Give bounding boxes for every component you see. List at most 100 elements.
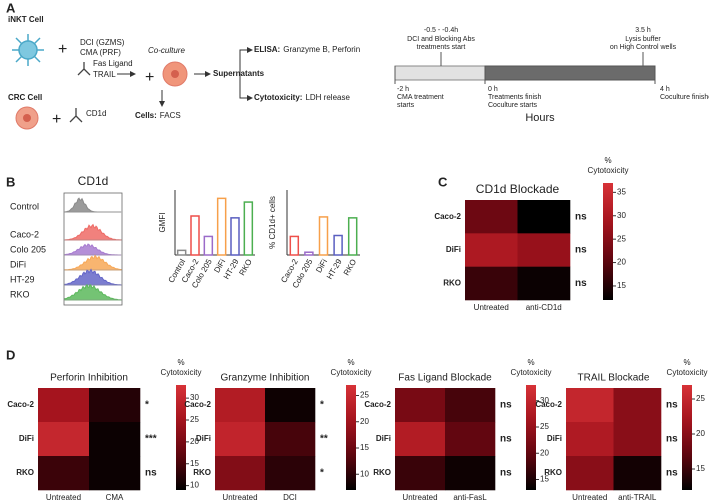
significance: ns bbox=[666, 400, 678, 411]
column-label: Untreated bbox=[46, 493, 81, 502]
heatmap-cell bbox=[38, 388, 90, 423]
row-label: RKO bbox=[373, 468, 391, 477]
heatmap-cell bbox=[465, 200, 518, 234]
label: Granzyme B, Perforin bbox=[283, 45, 360, 54]
colorbar-tick-label: 20 bbox=[190, 437, 199, 446]
heatmap-cell bbox=[89, 422, 141, 457]
heatmap-cell bbox=[517, 200, 571, 234]
significance: ns bbox=[575, 278, 587, 289]
colorbar-tick-label: 20 bbox=[540, 448, 549, 457]
heatmap-title: Fas Ligand Blockade bbox=[398, 373, 492, 384]
coculture-cell-icon bbox=[162, 61, 188, 87]
row-label: RKO bbox=[443, 278, 461, 287]
colorbar-tick-label: 20 bbox=[360, 417, 369, 426]
significance: * bbox=[320, 400, 324, 411]
label: LDH release bbox=[305, 93, 350, 102]
colorbar-tick-label: 30 bbox=[190, 393, 199, 402]
colorbar-tick-label: 25 bbox=[617, 234, 626, 243]
heatmap-title: TRAIL Blockade bbox=[578, 373, 650, 384]
event-text: DCI and Blocking Abs bbox=[407, 36, 475, 43]
antibody-icon bbox=[77, 62, 91, 76]
bar bbox=[203, 235, 214, 256]
histogram-frame bbox=[63, 192, 123, 306]
event-text: Lysis buffer bbox=[625, 36, 661, 43]
heatmap-cell bbox=[613, 456, 662, 491]
significance: * bbox=[145, 400, 149, 411]
panel-label: D bbox=[6, 347, 15, 362]
crc-cell-icon bbox=[15, 106, 39, 130]
x-tick-label: RKO bbox=[342, 258, 358, 278]
row-label: DiFi bbox=[446, 245, 461, 254]
flow-histogram bbox=[64, 283, 122, 301]
colorbar-tick-label: 25 bbox=[696, 394, 705, 403]
heatmap-cell bbox=[566, 456, 614, 491]
event-time: -0.5 - -0.4h bbox=[424, 27, 458, 34]
colorbar-tick-label: 25 bbox=[540, 422, 549, 431]
label: DCI (GZMS) bbox=[80, 38, 125, 47]
heatmap-title: Perforin Inhibition bbox=[50, 373, 128, 384]
row-label: Caco-2 bbox=[535, 400, 562, 409]
flow-histogram bbox=[64, 268, 122, 286]
heatmap-title: Granzyme Inhibition bbox=[221, 373, 310, 384]
column-label: DCI bbox=[283, 493, 297, 502]
column-label: CMA bbox=[106, 493, 124, 502]
sample-label: HT-29 bbox=[10, 274, 35, 284]
significance: * bbox=[320, 468, 324, 479]
bar bbox=[243, 201, 254, 256]
colorbar-title: Cytotoxicity bbox=[667, 368, 708, 377]
bar bbox=[230, 217, 240, 256]
row-label: RKO bbox=[16, 468, 34, 477]
event-text: Treatments finish bbox=[488, 94, 542, 101]
label: CRC Cell bbox=[8, 93, 42, 102]
colorbar-title: % bbox=[604, 156, 611, 165]
row-label: Caco-2 bbox=[184, 400, 211, 409]
row-label: DiFi bbox=[376, 434, 391, 443]
event-text: Coculture finishes bbox=[660, 94, 709, 101]
column-label: anti-FasL bbox=[453, 493, 487, 502]
row-label: RKO bbox=[544, 468, 562, 477]
colorbar bbox=[603, 183, 613, 300]
label: ELISA: bbox=[254, 45, 280, 54]
significance: ** bbox=[320, 434, 328, 445]
colorbar-tick-label: 10 bbox=[190, 481, 199, 490]
timeline-coculture bbox=[484, 65, 656, 81]
row-label: DiFi bbox=[196, 434, 211, 443]
heatmap-cell bbox=[395, 422, 446, 457]
label: Cells: FACS bbox=[135, 111, 181, 120]
sample-label: Colo 205 bbox=[10, 244, 46, 254]
heatmap-cell bbox=[38, 422, 90, 457]
axis-label: Hours bbox=[525, 112, 555, 124]
colorbar-tick-label: 25 bbox=[360, 391, 369, 400]
heatmap-cell bbox=[613, 422, 662, 457]
label: Cytotoxicity: bbox=[254, 93, 302, 102]
significance: ns bbox=[500, 434, 512, 445]
panel-label: B bbox=[6, 174, 15, 189]
inkt-cell-icon bbox=[12, 34, 44, 66]
heatmap-cell bbox=[89, 456, 141, 491]
colorbar-tick-label: 30 bbox=[540, 396, 549, 405]
sample-label: DiFi bbox=[10, 259, 26, 269]
row-label: DiFi bbox=[547, 434, 562, 443]
label: Fas Ligand bbox=[93, 59, 133, 68]
column-label: Untreated bbox=[222, 493, 257, 502]
heatmap-cell bbox=[38, 456, 90, 491]
flow-histogram bbox=[64, 197, 121, 213]
colorbar-title: Cytotoxicity bbox=[588, 166, 629, 175]
colorbar-title: Cytotoxicity bbox=[511, 368, 552, 377]
label: Supernatants bbox=[213, 69, 265, 78]
x-tick-label: HT-29 bbox=[325, 257, 344, 281]
heatmap-cell bbox=[465, 266, 518, 301]
event-text: on High Control wells bbox=[610, 44, 677, 51]
x-tick-label: RKO bbox=[237, 258, 253, 278]
colorbar-tick-label: 15 bbox=[190, 459, 199, 468]
bar bbox=[176, 249, 187, 256]
flow-histogram bbox=[64, 223, 122, 241]
label: ELISA: Granzyme B, Perforin bbox=[254, 45, 360, 54]
plus: + bbox=[52, 111, 61, 128]
significance: ns bbox=[575, 245, 587, 256]
sample-label: Caco-2 bbox=[10, 229, 39, 239]
colorbar-tick-label: 15 bbox=[696, 464, 705, 473]
column-label: Untreated bbox=[402, 493, 437, 502]
